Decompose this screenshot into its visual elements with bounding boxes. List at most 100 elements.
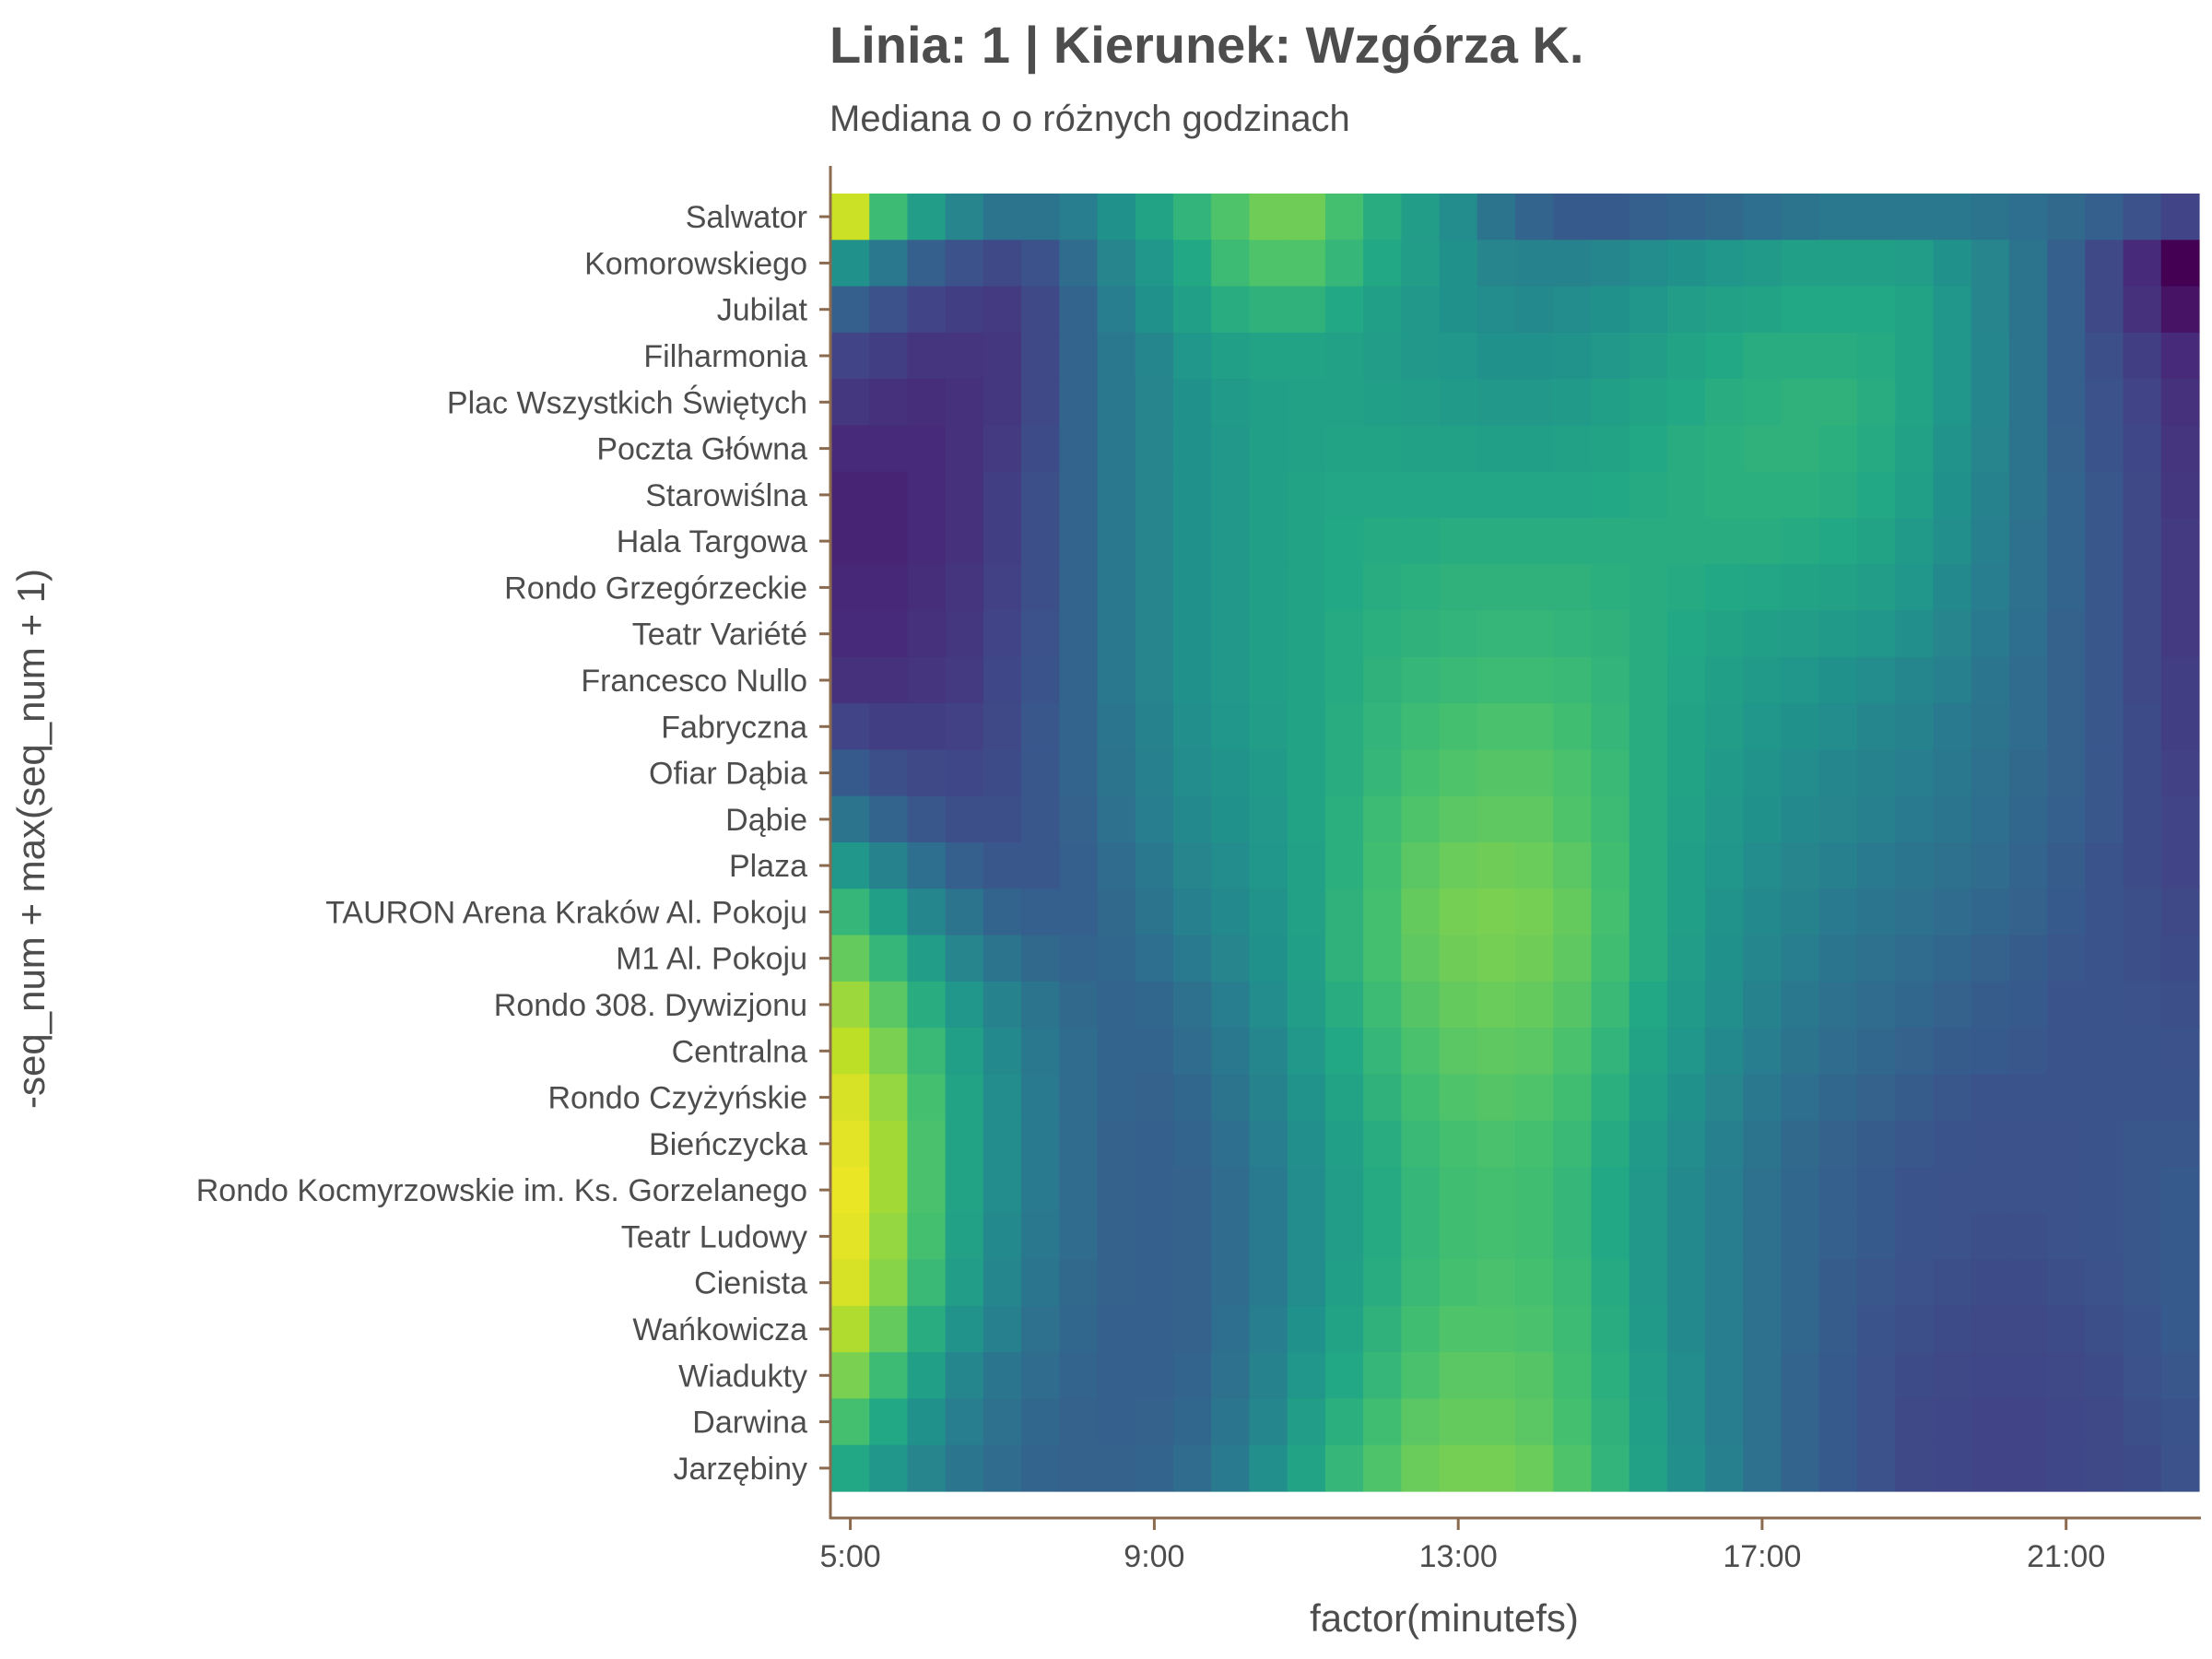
heatmap-cell <box>1439 1259 1478 1307</box>
heatmap-cell <box>1933 194 1972 241</box>
heatmap-cell <box>1135 1444 1174 1492</box>
heatmap-cell <box>2123 564 2162 612</box>
heatmap-cell <box>1666 1444 1706 1492</box>
heatmap-cell <box>1211 1074 1251 1122</box>
heatmap-cell <box>1666 194 1706 241</box>
heatmap-cell <box>1173 286 1212 334</box>
heatmap-cell <box>1021 471 1060 519</box>
heatmap-cell <box>1324 332 1364 380</box>
heatmap-cell <box>1021 379 1060 427</box>
heatmap-cell <box>869 332 909 380</box>
heatmap-cell <box>1666 1213 1706 1261</box>
heatmap-cell <box>1401 1028 1441 1076</box>
heatmap-cell <box>831 379 870 427</box>
heatmap-cell <box>2160 471 2200 519</box>
heatmap-cell <box>1781 981 1820 1029</box>
heatmap-cell <box>1666 610 1706 658</box>
heatmap-cell <box>1401 842 1441 889</box>
heatmap-cell <box>1287 703 1326 751</box>
heatmap-cell <box>1591 1028 1630 1076</box>
heatmap-cell <box>1743 471 1783 519</box>
heatmap-cell <box>2160 1352 2200 1400</box>
heatmap-cell <box>1515 332 1554 380</box>
heatmap-cell <box>1666 379 1706 427</box>
heatmap-cell <box>2047 379 2086 427</box>
heatmap-cell <box>1705 1259 1744 1307</box>
heatmap-cell <box>2123 1352 2162 1400</box>
heatmap-cell <box>945 379 984 427</box>
heatmap-cell <box>1515 1259 1554 1307</box>
heatmap-cell <box>1477 981 1516 1029</box>
heatmap-cell <box>1933 564 1972 612</box>
heatmap-cell <box>2008 1167 2048 1214</box>
heatmap-cell <box>869 286 909 334</box>
heatmap-cell <box>1629 842 1668 889</box>
heatmap-cell <box>1553 471 1593 519</box>
heatmap-cell <box>2123 888 2162 936</box>
heatmap-cell <box>1477 935 1516 982</box>
heatmap-cell <box>2008 332 2048 380</box>
heatmap-cell <box>982 332 1022 380</box>
heatmap-cell <box>2160 1398 2200 1446</box>
heatmap-cell <box>1818 1398 1858 1446</box>
heatmap-cell <box>1553 332 1593 380</box>
heatmap-cell <box>1477 286 1516 334</box>
heatmap-cell <box>1401 981 1441 1029</box>
heatmap-cell <box>1173 1398 1212 1446</box>
heatmap-cell <box>1895 332 1935 380</box>
heatmap-cell <box>1401 332 1441 380</box>
heatmap-cell <box>1401 379 1441 427</box>
heatmap-cell <box>1781 425 1820 473</box>
heatmap-cell <box>1705 286 1744 334</box>
heatmap-cell <box>982 1305 1022 1353</box>
heatmap-cell <box>2008 1444 2048 1492</box>
heatmap-cell <box>1705 935 1744 982</box>
heatmap-cell <box>2008 1213 2048 1261</box>
heatmap-cell <box>869 935 909 982</box>
heatmap-cell <box>1666 1352 1706 1400</box>
heatmap-cell <box>1629 518 1668 565</box>
heatmap-cell <box>1249 1213 1288 1261</box>
heatmap-cell <box>1249 471 1288 519</box>
heatmap-cell <box>2123 471 2162 519</box>
heatmap-cell <box>869 981 909 1029</box>
heatmap-cell <box>1439 240 1478 288</box>
heatmap-cell <box>1287 471 1326 519</box>
heatmap-cell <box>1249 935 1288 982</box>
heatmap-cell <box>1439 1120 1478 1168</box>
heatmap-cell <box>1818 1305 1858 1353</box>
heatmap-cell <box>1249 1305 1288 1353</box>
heatmap-cell <box>1059 981 1099 1029</box>
heatmap-cell <box>1933 379 1972 427</box>
heatmap-cell <box>1666 981 1706 1029</box>
heatmap-cell <box>1705 518 1744 565</box>
heatmap-cell <box>1287 610 1326 658</box>
heatmap-cell <box>1477 1028 1516 1076</box>
heatmap-cell <box>1477 379 1516 427</box>
heatmap-cell <box>1287 1028 1326 1076</box>
y-tick-label: Rondo 308. Dywizjonu <box>494 988 807 1023</box>
heatmap-cell <box>1363 1398 1402 1446</box>
heatmap-cell <box>2008 656 2048 704</box>
heatmap-cell <box>2008 286 2048 334</box>
chart-title: Linia: 1 | Kierunek: Wzgórza K. <box>830 16 1583 75</box>
heatmap-cell <box>1553 240 1593 288</box>
heatmap-cell <box>1781 1120 1820 1168</box>
heatmap-cell <box>2047 240 2086 288</box>
heatmap-cell <box>1515 194 1554 241</box>
heatmap-cell <box>1059 240 1099 288</box>
heatmap-cell <box>1287 332 1326 380</box>
heatmap-cell <box>1895 1120 1935 1168</box>
heatmap-cell <box>1971 610 2010 658</box>
heatmap-cell <box>1818 332 1858 380</box>
heatmap-cell <box>1173 240 1212 288</box>
heatmap-cell <box>1705 749 1744 797</box>
heatmap-cell <box>1059 656 1099 704</box>
heatmap-cell <box>907 471 947 519</box>
heatmap-cell <box>1401 1213 1441 1261</box>
heatmap-cell <box>1363 1167 1402 1214</box>
heatmap-cell <box>2008 1398 2048 1446</box>
heatmap-cell <box>982 564 1022 612</box>
heatmap-cell <box>907 1213 947 1261</box>
heatmap-cell <box>2123 656 2162 704</box>
